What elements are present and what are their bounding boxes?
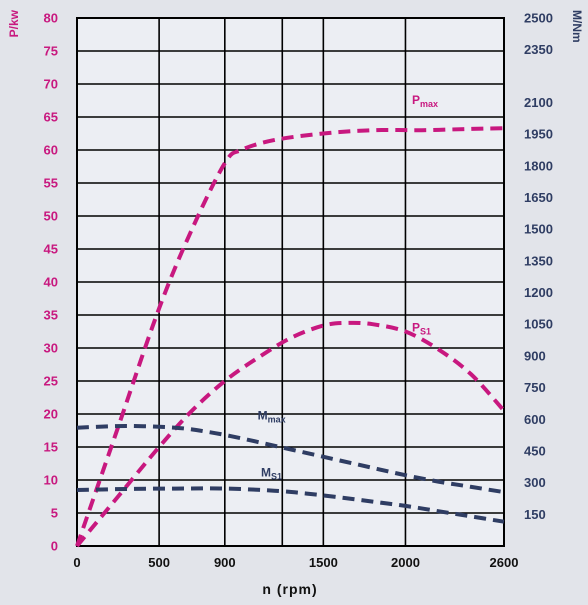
y-right-tick-label: 300 [524,475,546,490]
y-right-tick-label: 2100 [524,95,553,110]
series-label-ps1: PS1 [412,321,431,337]
x-axis-title: n (rpm) [262,581,317,597]
series-label-pmax: Pmax [412,93,438,109]
x-tick-label: 0 [73,555,80,570]
x-tick-label: 1500 [309,555,338,570]
y-right-tick-label: 1500 [524,222,553,237]
y-left-tick-label: 50 [44,209,58,224]
y-right-axis-title: M/Nm [570,10,584,43]
y-left-tick-label: 25 [44,374,58,389]
y-right-tick-label: 1350 [524,253,553,268]
series-line-mmax [76,423,505,495]
y-left-tick-label: 40 [44,275,58,290]
plot-frame [76,17,505,547]
y-left-tick-label: 0 [51,539,58,554]
series-label-ms1: MS1 [261,465,282,481]
y-right-tick-label: 1950 [524,127,553,142]
y-left-tick-label: 15 [44,440,58,455]
y-left-tick-label: 65 [44,110,58,125]
x-tick-label: 2000 [391,555,420,570]
y-right-tick-label: 1200 [524,285,553,300]
y-left-tick-label: 80 [44,11,58,26]
y-left-tick-label: 75 [44,44,58,59]
ticks: 0 5 10 15 20 25 30 35 40 45 50 55 60 65 70 75 80 150 300 45… [44,11,553,571]
y-left-tick-label: 45 [44,242,58,257]
y-left-tick-label: 60 [44,143,58,158]
y-right-tick-label: 2500 [524,11,553,26]
y-right-tick-label: 150 [524,507,546,522]
grid [76,17,505,547]
y-right-tick-label: 2350 [524,42,553,57]
y-left-tick-label: 70 [44,77,58,92]
y-left-tick-label: 10 [44,473,58,488]
x-tick-label: 500 [148,555,170,570]
y-right-tick-label: 900 [524,348,546,363]
series-line-ms1 [76,486,505,524]
y-right-tick-label: 750 [524,380,546,395]
y-left-tick-label: 20 [44,407,58,422]
y-left-axis-title: P/kw [7,9,21,37]
y-right-tick-label: 450 [524,443,546,458]
labels: P/kw M/Nm n (rpm) Pmax PS1 Mmax MS1 [7,9,584,597]
y-left-tick-label: 35 [44,308,58,323]
y-right-tick-label: 1650 [524,190,553,205]
y-left-tick-label: 30 [44,341,58,356]
y-right-tick-label: 1800 [524,158,553,173]
series-label-mmax: Mmax [258,408,286,424]
curves [75,126,506,548]
y-right-tick-label: 1050 [524,317,553,332]
y-left-tick-label: 5 [51,506,58,521]
series-line-pmax [75,126,505,547]
x-tick-label: 2600 [490,555,519,570]
y-right-tick-label: 600 [524,412,546,427]
x-tick-label: 900 [214,555,236,570]
series-line-ps1 [75,320,506,548]
y-left-tick-label: 55 [44,176,58,191]
